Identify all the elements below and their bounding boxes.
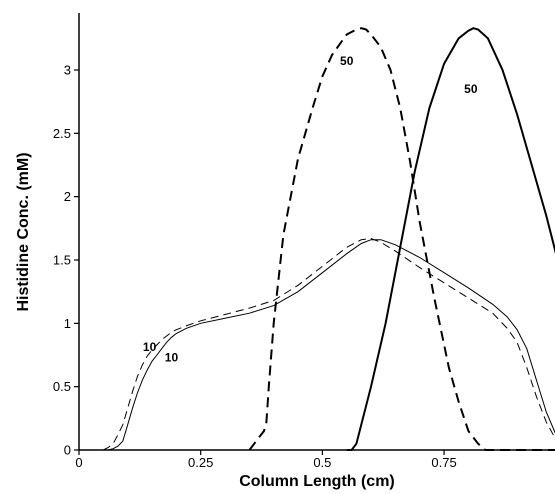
y-axis-ticks: 0 0.5 1 1.5 2 2.5 3 <box>53 63 79 458</box>
x-tick-label: 0.75 <box>431 455 456 470</box>
curve-label: 10 <box>165 350 179 364</box>
curve-label: 50 <box>464 82 478 96</box>
x-axis-title: Column Length (cm) <box>239 473 395 490</box>
y-tick-label: 3 <box>64 63 71 78</box>
y-tick-label: 2.5 <box>53 126 71 141</box>
x-tick-label: 0.5 <box>313 455 331 470</box>
series-line-thick-dashed <box>248 27 555 451</box>
y-tick-label: 1.5 <box>53 253 71 268</box>
x-tick-label: 0.25 <box>188 455 213 470</box>
y-axis-title: Histidine Conc. (mM) <box>15 152 32 311</box>
curve-label: 50 <box>340 54 354 68</box>
series-line-thick-solid <box>346 27 555 451</box>
y-tick-label: 0 <box>64 443 71 458</box>
y-tick-label: 1 <box>64 316 71 331</box>
curve-label: 10 <box>143 340 157 354</box>
curve-labels: 10 10 50 50 <box>143 54 478 364</box>
x-tick-label: 0 <box>75 455 82 470</box>
y-tick-label: 0.5 <box>53 379 71 394</box>
series-line-thin-solid <box>103 239 555 451</box>
series-group <box>103 27 555 451</box>
x-axis-ticks: 0 0.25 0.5 0.75 <box>75 450 457 470</box>
y-tick-label: 2 <box>64 189 71 204</box>
series-line-thin-dashed <box>103 237 555 451</box>
plot-area: 0 0.25 0.5 0.75 0 0.5 1 1.5 2 2.5 3 10 10 50 50 <box>53 13 555 470</box>
